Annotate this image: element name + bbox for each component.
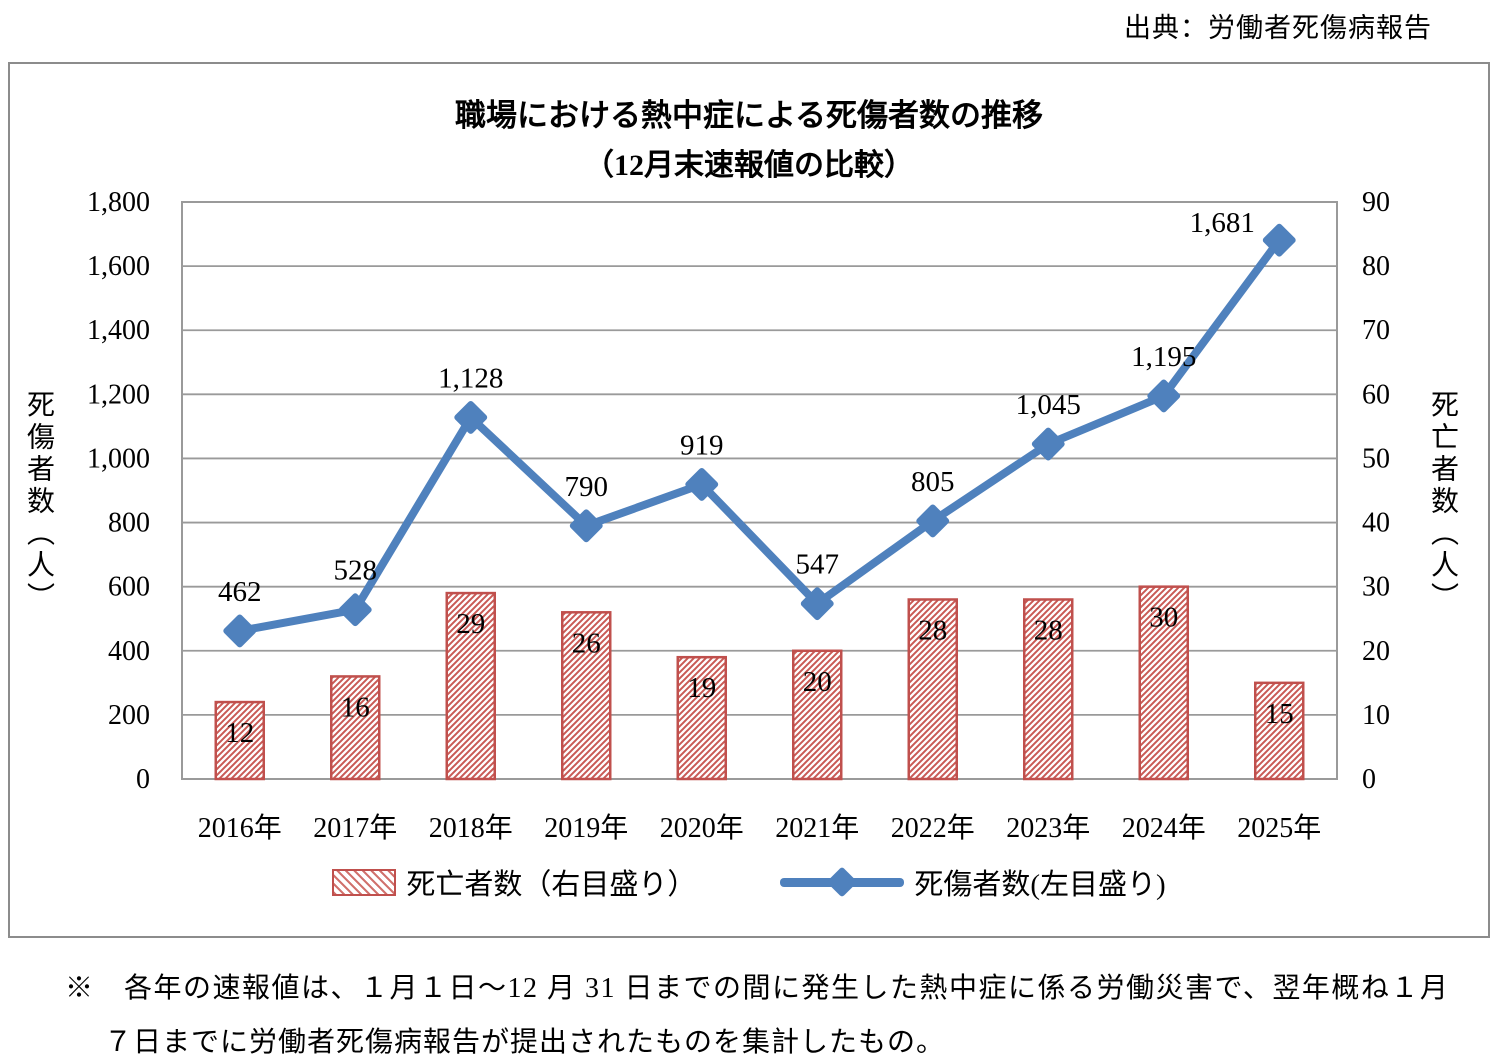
x-axis-label: 2024年 — [1122, 812, 1206, 844]
bar-value-label: 28 — [918, 614, 947, 646]
bar-value-label: 20 — [803, 666, 832, 698]
bar — [445, 591, 496, 781]
chart-legend: 死亡者数（右目盛り） 死傷者数(左目盛り) — [10, 861, 1488, 903]
bar-value-label: 12 — [225, 717, 254, 749]
chart-title-line1: 職場における熱中症による死傷者数の推移 — [454, 98, 1044, 133]
legend-item-deaths: 死亡者数（右目盛り） — [332, 861, 696, 903]
bar — [330, 675, 381, 781]
combo-chart: 0 200 400 600 800 1,000 1,200 1,400 1,600 1,800 0 1… — [87, 187, 1390, 844]
line-value-label: 1,195 — [1131, 341, 1196, 373]
line-marker-diamond-icon — [1262, 223, 1296, 257]
line-value-label: 1,128 — [438, 362, 503, 394]
legend-bar-swatch-icon — [332, 868, 397, 896]
right-axis-tick-label: 40 — [1362, 508, 1390, 539]
source-caption: 出典：労働者死傷病報告 — [1124, 13, 1432, 43]
line-marker-diamond-icon — [685, 467, 719, 501]
left-axis-tick-label: 600 — [108, 572, 150, 603]
bar-value-label: 16 — [341, 691, 370, 723]
right-axis-tick-label: 0 — [1362, 764, 1376, 795]
left-axis-title: 死傷者数（人） — [23, 390, 54, 614]
x-axis-label: 2025年 — [1237, 812, 1321, 844]
bar-value-label: 26 — [572, 627, 601, 659]
bar — [907, 598, 958, 781]
bar — [214, 700, 265, 781]
line-marker-diamond-icon — [916, 504, 950, 538]
line-value-label: 805 — [911, 466, 955, 498]
right-axis-title: 死亡者数（人） — [1427, 390, 1458, 614]
right-axis-tick-label: 20 — [1362, 636, 1390, 667]
bar-value-label: 28 — [1034, 614, 1063, 646]
bar — [1023, 598, 1074, 781]
footnote-line1: ※ 各年の速報値は、１月１日～12 月 31 日までの間に発生した熱中症に係る労… — [65, 973, 1450, 1004]
left-axis-tick-label: 1,000 — [87, 443, 150, 474]
legend-diamond-marker-icon — [826, 866, 858, 898]
plot-area-border — [181, 201, 1338, 780]
bar — [1254, 681, 1305, 781]
right-axis-tick-label: 80 — [1362, 251, 1390, 282]
line-marker-diamond-icon — [223, 614, 257, 648]
x-axis-label: 2017年 — [313, 812, 397, 844]
chart-title: 職場における熱中症による死傷者数の推移 （12月末速報値の比較） — [10, 90, 1488, 191]
bar-value-label: 19 — [687, 672, 716, 704]
left-axis-tick-label: 1,800 — [87, 187, 150, 218]
line-marker-diamond-icon — [338, 593, 372, 627]
legend-bar-label: 死亡者数（右目盛り） — [406, 869, 697, 901]
left-axis-tick-label: 800 — [108, 508, 150, 539]
x-axis-label: 2022年 — [891, 812, 975, 844]
left-axis-tick-label: 1,600 — [87, 251, 150, 282]
line-series — [235, 236, 1284, 635]
bar — [561, 611, 612, 781]
bar-value-label: 29 — [456, 608, 485, 640]
bar — [676, 655, 727, 781]
line-marker-diamond-icon — [1147, 379, 1181, 413]
right-axis-tick-label: 90 — [1362, 187, 1390, 218]
chart-title-line2: （12月末速報値の比較） — [584, 149, 914, 183]
right-axis-tick-label: 60 — [1362, 379, 1390, 410]
line-value-label: 1,681 — [1190, 207, 1255, 239]
right-axis-tick-label: 50 — [1362, 443, 1390, 474]
x-axis-label: 2020年 — [660, 812, 744, 844]
left-axis-tick-label: 400 — [108, 636, 150, 667]
left-axis-tick-label: 0 — [136, 764, 150, 795]
x-axis-label: 2018年 — [429, 812, 513, 844]
bar — [792, 649, 843, 781]
line-marker-diamond-icon — [454, 400, 488, 434]
chart-frame: 0 200 400 600 800 1,000 1,200 1,400 1,600 1,800 0 1… — [8, 62, 1490, 938]
legend-item-casualties: 死傷者数(左目盛り) — [780, 861, 1166, 903]
right-axis-tick-label: 10 — [1362, 700, 1390, 731]
bar-value-label: 30 — [1149, 602, 1178, 634]
line-value-label: 1,045 — [1016, 389, 1081, 421]
left-axis-tick-label: 1,200 — [87, 379, 150, 410]
legend-line-swatch-icon — [780, 866, 905, 898]
bar — [1138, 585, 1189, 781]
x-axis-label: 2019年 — [544, 812, 628, 844]
line-value-label: 462 — [218, 576, 262, 608]
bar-value-label: 15 — [1265, 698, 1294, 730]
left-axis-tick-label: 1,400 — [87, 315, 150, 346]
x-axis-label: 2016年 — [198, 812, 282, 844]
line-value-label: 919 — [680, 429, 724, 461]
line-marker-diamond-icon — [800, 587, 834, 621]
x-axis-label: 2021年 — [775, 812, 859, 844]
line-value-label: 528 — [334, 555, 378, 587]
x-axis-label: 2023年 — [1006, 812, 1090, 844]
right-axis-tick-label: 70 — [1362, 315, 1390, 346]
line-value-label: 790 — [565, 471, 609, 503]
footnote-line2: ７日までに労働者死傷病報告が提出されたものを集計したもの。 — [104, 1027, 946, 1058]
line-marker-diamond-icon — [569, 509, 603, 543]
line-value-label: 547 — [796, 549, 840, 581]
line-marker-diamond-icon — [1031, 427, 1065, 461]
right-axis-tick-label: 30 — [1362, 572, 1390, 603]
left-axis-tick-label: 200 — [108, 700, 150, 731]
legend-line-label: 死傷者数(左目盛り) — [914, 869, 1166, 901]
